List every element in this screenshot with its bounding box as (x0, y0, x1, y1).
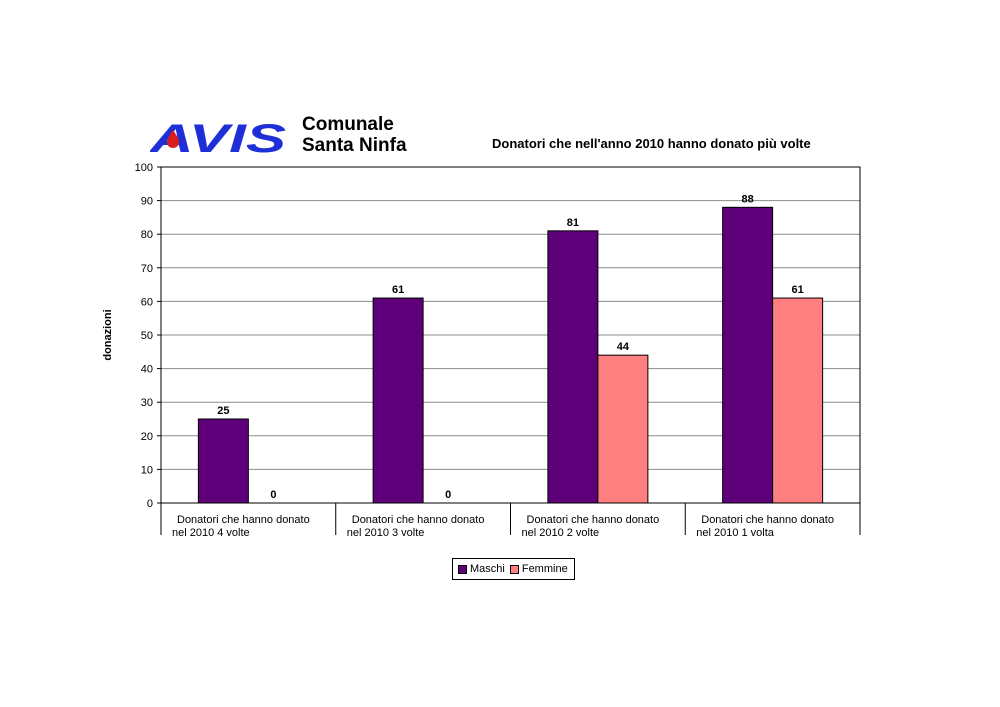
x-tick-label-line-2: nel 2010 3 volte (347, 527, 425, 539)
legend-swatch-femmine (509, 564, 519, 574)
legend-swatch-maschi (458, 564, 467, 574)
legend-item-maschi: Maschi (458, 563, 505, 575)
bar-femmine (772, 297, 824, 504)
data-label: 0 (445, 489, 451, 501)
y-axis-label: donazioni (102, 309, 114, 360)
x-tick-label-line-2: nel 2010 2 volte (522, 527, 600, 539)
bar-maschi (197, 418, 249, 504)
organization-line-2: Santa Ninfa (302, 135, 407, 156)
avis-logo: AVIS (150, 118, 286, 156)
x-tick-label-line-1: Donatori che hanno donato (177, 514, 310, 526)
y-tick-label: 30 (141, 397, 153, 409)
data-label: 0 (270, 489, 276, 501)
y-tick-label: 90 (141, 196, 153, 208)
x-tick-label-line-2: nel 2010 4 volte (172, 527, 250, 539)
x-tick-label-line-2: nel 2010 1 volta (696, 527, 775, 539)
data-label: 61 (392, 284, 404, 296)
data-label: 61 (792, 284, 804, 296)
y-tick-label: 20 (141, 431, 153, 443)
bar-femmine (597, 354, 649, 504)
organization-name: Comunale Santa Ninfa (302, 114, 407, 156)
bar-maschi (547, 230, 599, 504)
x-tick-label-line-1: Donatori che hanno donato (701, 514, 834, 526)
bar-maschi (372, 297, 424, 504)
legend-label-femmine: Femmine (521, 563, 568, 575)
x-tick-label-line-1: Donatori che hanno donato (352, 514, 485, 526)
bar-maschi (722, 206, 774, 504)
y-tick-label: 60 (141, 296, 153, 308)
chart-legend: Maschi Femmine (452, 558, 575, 580)
legend-item-femmine: Femmine (509, 563, 568, 575)
y-tick-label: 80 (141, 229, 153, 241)
organization-line-1: Comunale (302, 114, 394, 135)
chart-title: Donatori che nell'anno 2010 hanno donato… (492, 136, 811, 151)
data-label: 44 (617, 341, 630, 353)
legend-label-maschi: Maschi (470, 563, 505, 575)
y-tick-label: 40 (141, 364, 153, 376)
blood-drop-icon (167, 130, 179, 148)
x-tick-label-line-1: Donatori che hanno donato (527, 514, 660, 526)
y-tick-label: 70 (141, 263, 153, 275)
data-label: 88 (742, 193, 754, 205)
y-tick-label: 10 (141, 464, 153, 476)
y-tick-label: 100 (135, 162, 153, 174)
y-tick-label: 0 (147, 498, 153, 510)
data-label: 81 (567, 217, 579, 229)
data-label: 25 (217, 405, 229, 417)
y-tick-label: 50 (141, 330, 153, 342)
